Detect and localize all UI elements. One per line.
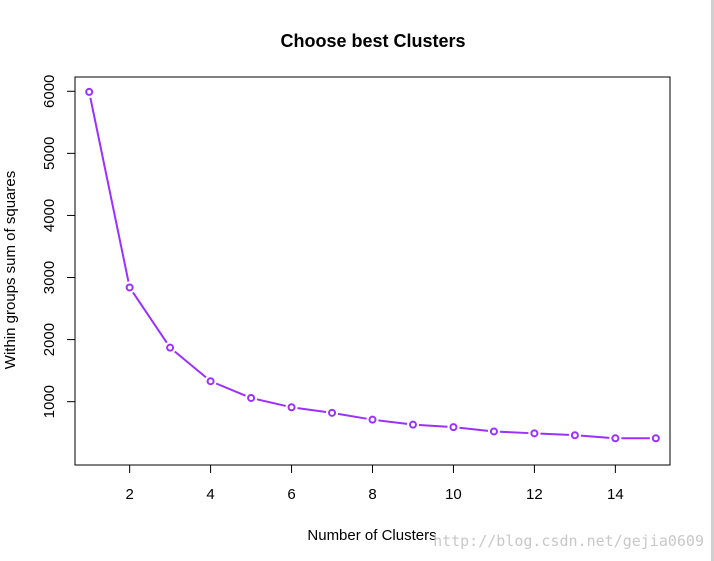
data-point	[85, 87, 94, 96]
y-tick-label: 3000	[41, 261, 58, 294]
data-point	[125, 283, 134, 292]
watermark-text: http://blog.csdn.net/gejia0609	[433, 532, 704, 550]
x-tick-label: 8	[368, 486, 376, 503]
data-point	[489, 427, 498, 436]
y-tick-label: 6000	[41, 75, 58, 108]
y-tick-label: 1000	[41, 385, 58, 418]
series-line-segment	[297, 407, 327, 414]
data-point	[408, 420, 417, 429]
series-line-segment	[499, 430, 529, 435]
series-line-segment	[215, 382, 246, 397]
series-line-segment	[89, 97, 130, 282]
series-line-segment	[580, 434, 610, 439]
data-point	[449, 423, 458, 432]
x-axis-label: Number of Clusters	[307, 527, 436, 544]
data-point	[611, 434, 620, 443]
right-edge-border	[711, 0, 714, 561]
y-tick-label: 5000	[41, 137, 58, 170]
data-point	[247, 393, 256, 402]
series-line-segment	[418, 424, 448, 428]
y-tick-label: 2000	[41, 323, 58, 356]
data-point	[166, 343, 175, 352]
data-point	[206, 377, 215, 386]
x-tick-label: 4	[206, 486, 214, 503]
series-line-segment	[459, 426, 489, 432]
series-line-segment	[174, 350, 207, 379]
x-tick-label: 14	[607, 486, 624, 503]
data-point	[287, 403, 296, 412]
series-line-segment	[132, 291, 168, 344]
series-layer	[85, 87, 660, 443]
plot-area-frame	[74, 76, 671, 466]
y-axis: 1000 2000 3000 4000 5000 6000	[41, 75, 75, 418]
data-point	[651, 434, 660, 443]
x-tick-label: 12	[526, 486, 543, 503]
y-tick-label: 4000	[41, 199, 58, 232]
x-tick-label: 6	[287, 486, 295, 503]
x-tick-label: 2	[125, 486, 133, 503]
series-line-segment	[378, 419, 408, 425]
data-point	[570, 431, 579, 440]
series-line-segment	[337, 412, 367, 420]
x-axis: 2 4 6 8 10 12 14	[125, 465, 624, 503]
data-point	[328, 408, 337, 417]
x-tick-label: 10	[445, 486, 462, 503]
series-line-segment	[256, 398, 286, 407]
chart-title: Choose best Clusters	[280, 31, 465, 51]
data-point	[368, 415, 377, 424]
data-point	[530, 429, 539, 438]
y-axis-label: Within groups sum of squares	[2, 171, 19, 369]
series-line-segment	[540, 432, 569, 436]
